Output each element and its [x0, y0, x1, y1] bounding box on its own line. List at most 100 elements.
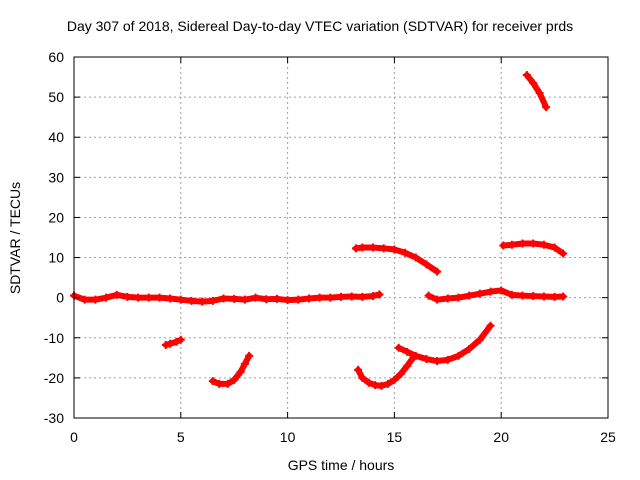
data-point	[364, 378, 373, 387]
y-tick-label: 50	[48, 89, 64, 105]
y-axis-label: SDTVAR / TECUs	[7, 181, 23, 295]
data-point	[465, 345, 474, 354]
data-point	[272, 294, 281, 303]
data-point	[497, 286, 506, 295]
data-point	[358, 243, 367, 252]
data-point	[550, 292, 559, 301]
data-point	[347, 292, 356, 301]
chart-title: Day 307 of 2018, Sidereal Day-to-day VTE…	[66, 18, 574, 34]
x-tick-label: 15	[387, 429, 403, 445]
data-point	[80, 295, 89, 304]
data-point	[240, 295, 249, 304]
data-point	[559, 292, 568, 301]
data-point	[396, 369, 405, 378]
data-point	[559, 249, 568, 258]
data-point	[529, 239, 538, 248]
data-point	[377, 381, 386, 390]
data-point	[215, 379, 224, 388]
data-point	[230, 375, 239, 384]
data-point	[262, 295, 271, 304]
data-point	[358, 292, 367, 301]
data-point	[422, 355, 431, 364]
y-tick-label: 0	[56, 290, 64, 306]
data-point	[176, 335, 185, 344]
data-layer	[70, 71, 568, 390]
x-tick-label: 5	[177, 429, 185, 445]
data-point	[518, 291, 527, 300]
data-point	[208, 377, 217, 386]
data-point	[475, 289, 484, 298]
data-point	[465, 291, 474, 300]
data-point	[424, 291, 433, 300]
y-tick-label: 30	[48, 169, 64, 185]
data-point	[454, 293, 463, 302]
data-point	[507, 290, 516, 299]
data-point	[354, 365, 363, 374]
data-point	[166, 339, 175, 348]
data-point	[411, 253, 420, 262]
x-tick-label: 25	[600, 429, 616, 445]
data-point	[144, 293, 153, 302]
data-point	[383, 379, 392, 388]
data-point	[454, 351, 463, 360]
data-point	[251, 293, 260, 302]
data-point	[475, 335, 484, 344]
data-point	[369, 243, 378, 252]
data-point	[112, 290, 121, 299]
data-point	[518, 239, 527, 248]
y-tick-label: -10	[44, 330, 64, 346]
data-point	[198, 297, 207, 306]
data-point	[123, 292, 132, 301]
data-point	[529, 79, 538, 88]
data-point	[304, 294, 313, 303]
data-point	[358, 373, 367, 382]
grid	[74, 57, 608, 418]
data-point	[394, 343, 403, 352]
data-point	[422, 260, 431, 269]
data-point	[433, 357, 442, 366]
data-point	[390, 245, 399, 254]
data-point	[401, 248, 410, 257]
y-tick-label: 10	[48, 250, 64, 266]
data-point	[176, 295, 185, 304]
data-point	[403, 347, 412, 356]
series-line-seg-c	[355, 354, 417, 389]
x-axis-label: GPS time / hours	[287, 457, 395, 473]
data-point	[337, 292, 345, 301]
data-point	[315, 293, 324, 302]
data-point	[245, 351, 254, 360]
data-point	[486, 321, 495, 330]
data-point	[91, 295, 100, 304]
data-point	[542, 103, 551, 112]
data-point	[529, 292, 538, 301]
data-point	[507, 240, 516, 249]
data-point	[550, 243, 559, 252]
series-line-seg-e	[352, 244, 441, 275]
data-point	[433, 295, 442, 304]
data-point	[161, 340, 170, 349]
y-tick-label: -30	[44, 410, 64, 426]
y-tick-label: 40	[48, 129, 64, 145]
data-point	[369, 292, 378, 301]
x-tick-label: 0	[70, 429, 78, 445]
data-point	[155, 293, 164, 302]
x-tick-label: 20	[493, 429, 509, 445]
data-point	[443, 355, 452, 364]
data-point	[134, 293, 143, 302]
data-point	[539, 240, 548, 249]
series-line-seg-g	[523, 72, 550, 111]
data-point	[283, 296, 292, 305]
data-point	[486, 287, 495, 296]
data-point	[208, 296, 217, 305]
data-point	[187, 296, 196, 305]
data-point	[166, 294, 175, 303]
data-point	[390, 375, 399, 384]
y-tick-label: -20	[44, 370, 64, 386]
data-point	[499, 241, 508, 250]
data-point	[236, 367, 245, 376]
axis-ticks: 0 5 10 15 20 25 -30 -20 -10 0 10 20 30 40 50 60	[44, 49, 616, 445]
data-point	[379, 244, 388, 253]
x-tick-label: 10	[280, 429, 296, 445]
data-point	[433, 267, 442, 276]
